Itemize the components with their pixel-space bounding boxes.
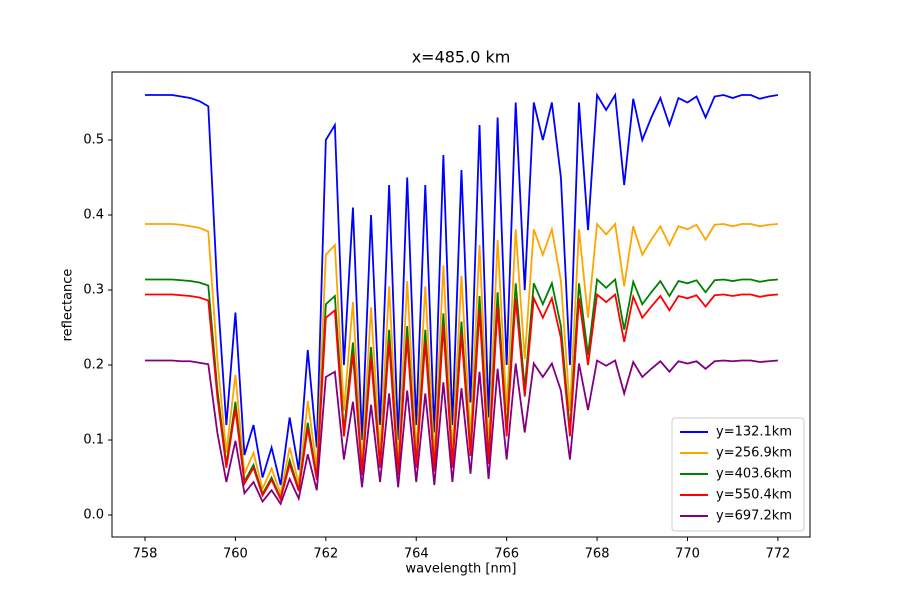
y-axis-label: reflectance [61,269,76,342]
x-tick-label: 760 [223,547,248,562]
y-tick-label: 0.2 [83,358,104,373]
legend-label: y=403.6km [716,467,792,482]
x-tick-label: 770 [675,547,700,562]
x-tick-label: 768 [585,547,610,562]
series-line [145,277,778,502]
plot-frame [111,71,811,538]
series-line [145,292,778,502]
y-tick-label: 0.3 [83,283,104,298]
x-tick-label: 758 [133,547,158,562]
legend-label: y=256.9km [716,446,792,461]
x-axis-label: wavelength [nm] [406,562,517,577]
series-line [145,359,778,506]
series-line [145,221,778,498]
y-tick-label: 0.0 [83,508,104,523]
x-tick-label: 772 [765,547,790,562]
x-tick-label: 762 [313,547,338,562]
legend-box [671,417,805,532]
y-tick-label: 0.1 [83,433,104,448]
x-tick-label: 764 [404,547,429,562]
series-line [145,92,779,486]
y-tick-label: 0.4 [83,208,104,223]
legend-label: y=697.2km [716,509,792,524]
chart-title: x=485.0 km [412,48,511,67]
y-tick-label: 0.5 [83,133,104,148]
x-tick-label: 766 [494,547,519,562]
legend-label: y=550.4km [716,488,792,503]
legend-label: y=132.1km [716,425,792,440]
